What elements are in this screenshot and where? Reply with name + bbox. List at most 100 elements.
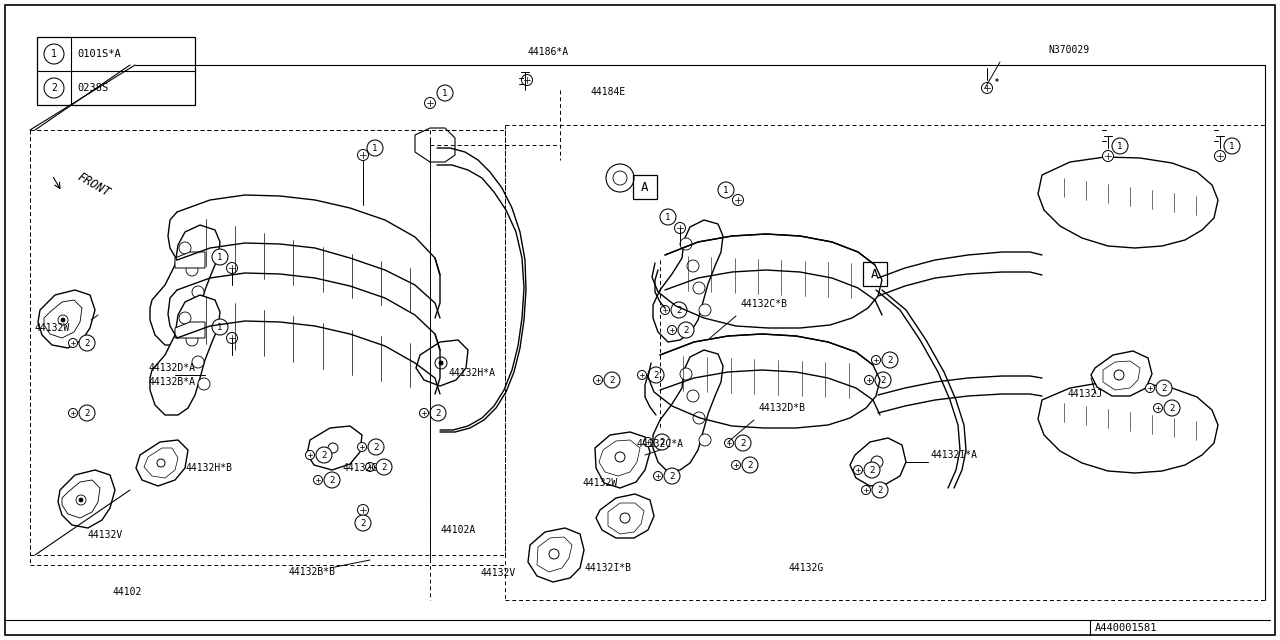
Polygon shape <box>529 528 584 582</box>
Text: 1: 1 <box>666 212 671 221</box>
Text: 0101S*A: 0101S*A <box>77 49 120 59</box>
Circle shape <box>692 282 705 294</box>
Text: 44132W: 44132W <box>35 323 69 333</box>
Circle shape <box>69 408 78 417</box>
Circle shape <box>699 434 710 446</box>
Circle shape <box>680 368 692 380</box>
Text: 44132C*A: 44132C*A <box>636 439 684 449</box>
Circle shape <box>179 242 191 254</box>
Text: 2: 2 <box>360 518 366 527</box>
Polygon shape <box>307 426 362 470</box>
Text: 2: 2 <box>684 326 689 335</box>
Circle shape <box>367 140 383 156</box>
Text: 2: 2 <box>669 472 675 481</box>
Circle shape <box>212 249 228 265</box>
Polygon shape <box>175 322 205 338</box>
Text: 2: 2 <box>609 376 614 385</box>
Circle shape <box>996 79 998 81</box>
Text: FRONT: FRONT <box>76 170 113 200</box>
Circle shape <box>324 472 340 488</box>
Circle shape <box>1112 138 1128 154</box>
Circle shape <box>1224 138 1240 154</box>
Polygon shape <box>653 220 723 342</box>
Circle shape <box>69 339 78 348</box>
Circle shape <box>186 334 198 346</box>
Text: 44132G: 44132G <box>788 563 823 573</box>
Circle shape <box>366 463 375 472</box>
Circle shape <box>718 182 733 198</box>
Circle shape <box>357 150 369 161</box>
Circle shape <box>637 371 646 380</box>
Circle shape <box>357 504 369 515</box>
Circle shape <box>654 472 663 481</box>
Text: 44132C*B: 44132C*B <box>740 299 787 309</box>
Circle shape <box>192 356 204 368</box>
Circle shape <box>692 412 705 424</box>
Circle shape <box>675 223 686 234</box>
Text: 0238S: 0238S <box>77 83 109 93</box>
Circle shape <box>79 498 83 502</box>
Text: 1: 1 <box>1229 141 1235 150</box>
Text: 2: 2 <box>321 451 326 460</box>
Circle shape <box>198 378 210 390</box>
Text: 2: 2 <box>869 465 874 474</box>
Text: 1: 1 <box>723 186 728 195</box>
Circle shape <box>864 462 881 478</box>
Polygon shape <box>416 340 468 386</box>
Circle shape <box>876 372 891 388</box>
Polygon shape <box>1091 351 1152 396</box>
Circle shape <box>854 465 863 474</box>
Text: A440001581: A440001581 <box>1094 623 1157 633</box>
Circle shape <box>699 304 710 316</box>
Circle shape <box>76 495 86 505</box>
Text: 1: 1 <box>218 253 223 262</box>
Polygon shape <box>415 128 454 162</box>
Circle shape <box>436 85 453 101</box>
Polygon shape <box>595 432 650 488</box>
Text: 44132D*A: 44132D*A <box>148 363 195 373</box>
Polygon shape <box>150 225 220 345</box>
Bar <box>634 175 657 199</box>
Circle shape <box>316 447 332 463</box>
Polygon shape <box>596 494 654 538</box>
Text: 2: 2 <box>374 442 379 451</box>
Text: 2: 2 <box>659 438 664 447</box>
Polygon shape <box>58 470 115 528</box>
Text: 44132H*A: 44132H*A <box>448 368 495 378</box>
Text: 2: 2 <box>84 339 90 348</box>
Circle shape <box>605 164 634 192</box>
Circle shape <box>425 97 435 109</box>
Circle shape <box>687 260 699 272</box>
Text: 44132H*B: 44132H*B <box>186 463 232 473</box>
Circle shape <box>644 438 653 447</box>
Circle shape <box>79 335 95 351</box>
Circle shape <box>227 333 238 344</box>
Circle shape <box>667 326 677 335</box>
Circle shape <box>604 372 620 388</box>
Polygon shape <box>61 480 100 518</box>
Circle shape <box>357 442 366 451</box>
Circle shape <box>192 286 204 298</box>
Text: 44132V: 44132V <box>87 530 123 540</box>
Text: 2: 2 <box>84 408 90 417</box>
Circle shape <box>742 457 758 473</box>
Circle shape <box>864 376 873 385</box>
Circle shape <box>861 486 870 495</box>
Text: 2: 2 <box>329 476 334 484</box>
Circle shape <box>731 461 741 470</box>
Text: 44184E: 44184E <box>590 87 625 97</box>
Circle shape <box>314 476 323 484</box>
Text: 44102: 44102 <box>113 587 141 597</box>
Circle shape <box>735 435 751 451</box>
Text: 1: 1 <box>51 49 56 59</box>
Text: 2: 2 <box>740 438 746 447</box>
Circle shape <box>654 434 669 450</box>
Text: 2: 2 <box>748 461 753 470</box>
Text: 2: 2 <box>435 408 440 417</box>
Circle shape <box>872 355 881 365</box>
Text: 44132I*B: 44132I*B <box>584 563 631 573</box>
Text: 1: 1 <box>372 143 378 152</box>
Bar <box>863 262 887 286</box>
Circle shape <box>660 305 669 314</box>
Text: 44186*A: 44186*A <box>527 47 568 57</box>
